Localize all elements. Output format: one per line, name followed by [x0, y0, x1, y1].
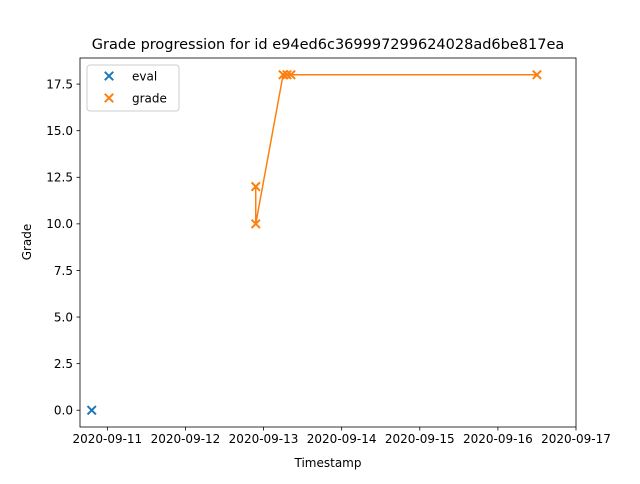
y-axis-label: Grade — [20, 224, 34, 261]
data-point-grade-5-stroke-b — [532, 69, 542, 80]
data-point-grade-4-stroke-b — [285, 69, 296, 80]
legend-marker-eval — [104, 71, 114, 81]
legend-label-grade: grade — [132, 91, 167, 105]
data-point-grade-1-stroke-b — [250, 218, 261, 229]
data-point-grade-2-stroke-b — [278, 69, 288, 80]
legend: eval grade — [86, 64, 180, 112]
x-axis-label: Timestamp — [294, 456, 362, 470]
data-point-grade-0-stroke-b — [250, 181, 261, 192]
series-line-grade — [254, 74, 537, 224]
data-point-grade-2 — [278, 69, 288, 80]
y-tick-label-5: 12.5 — [46, 171, 73, 185]
x-tick-label-5: 2020-09-16 — [463, 432, 533, 446]
chart-title: Grade progression for id e94ed6c36999729… — [92, 37, 565, 53]
y-tick-label-2: 5.0 — [54, 310, 73, 324]
x-tick-label-6: 2020-09-17 — [541, 432, 611, 446]
x-tick-label-0: 2020-09-11 — [72, 432, 142, 446]
x-tick-label-3: 2020-09-14 — [307, 432, 377, 446]
y-tick-label-3: 7.5 — [54, 264, 73, 278]
plot-layer — [86, 69, 542, 416]
data-point-eval-0-stroke-b — [86, 405, 97, 416]
legend-label-eval: eval — [132, 69, 157, 83]
y-tick-label-7: 17.5 — [46, 77, 73, 91]
data-point-grade-1 — [250, 218, 261, 229]
y-tick-label-1: 2.5 — [54, 357, 73, 371]
data-point-grade-3-stroke-b — [282, 69, 292, 80]
legend-marker-eval-stroke-b — [104, 71, 114, 81]
axes-layer: 2020-09-11 2020-09-12 2020-09-13 2020-09-14… — [46, 57, 611, 446]
y-tick-label-4: 10.0 — [46, 217, 73, 231]
data-point-eval-0 — [86, 405, 97, 416]
legend-marker-grade — [104, 93, 114, 103]
plot-frame — [79, 57, 577, 428]
data-point-grade-4 — [285, 69, 296, 80]
data-point-grade-5 — [532, 69, 542, 80]
data-point-grade-0 — [250, 181, 261, 192]
legend-marker-grade-stroke-b — [104, 93, 114, 103]
x-tick-label-1: 2020-09-12 — [151, 432, 221, 446]
x-tick-label-2: 2020-09-13 — [229, 432, 299, 446]
y-tick-label-0: 0.0 — [54, 404, 73, 418]
y-tick-label-6: 15.0 — [46, 124, 73, 138]
data-point-grade-3 — [282, 69, 292, 80]
x-tick-label-4: 2020-09-15 — [385, 432, 455, 446]
